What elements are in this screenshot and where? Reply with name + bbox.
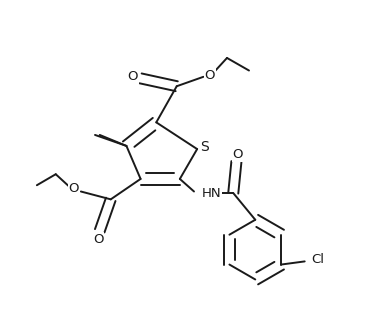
Text: O: O — [127, 70, 138, 83]
Text: Cl: Cl — [311, 253, 325, 266]
Text: O: O — [93, 233, 104, 246]
Text: HN: HN — [202, 187, 221, 200]
Text: S: S — [201, 139, 209, 153]
Text: O: O — [205, 69, 215, 82]
Text: O: O — [69, 183, 79, 196]
Text: O: O — [233, 148, 243, 161]
